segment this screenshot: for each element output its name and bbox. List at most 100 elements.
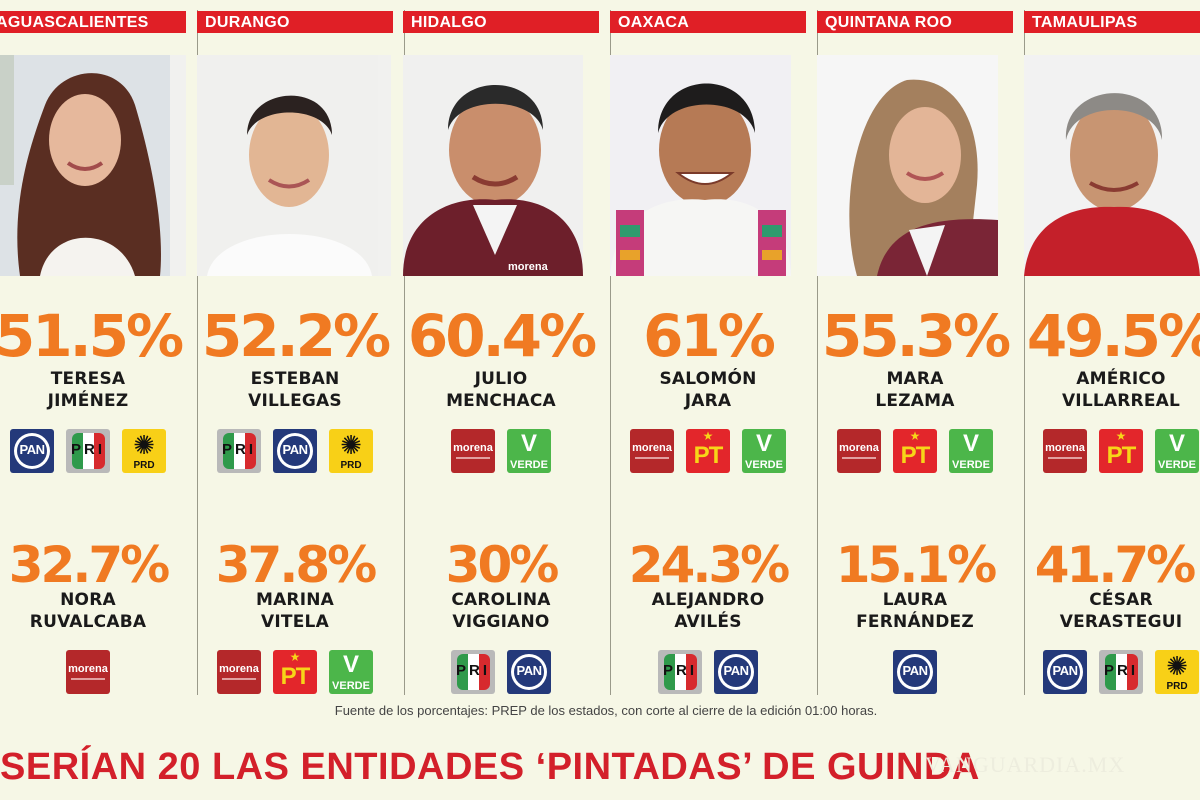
runner-up-party-logos: morena ★ PT V VERDE xyxy=(197,650,393,694)
winner-first-name: SALOMÓN xyxy=(659,369,757,389)
runner-up-percentage: 41.7% xyxy=(1034,536,1196,594)
runner-up-percentage: 32.7% xyxy=(8,536,170,594)
pan-logo-icon: PAN xyxy=(507,650,551,694)
pt-logo-icon: ★ PT xyxy=(1099,429,1143,473)
runner-up-last-name: VITELA xyxy=(261,612,329,632)
runner-up-party-logos: morena xyxy=(0,650,186,694)
morena-logo-icon: morena xyxy=(451,429,495,473)
prd-logo-icon: ✺ PRD xyxy=(329,429,373,473)
winner-first-name: ESTEBAN xyxy=(250,369,340,389)
pri-logo-icon: PRI xyxy=(217,429,261,473)
runner-up-percentage: 30% xyxy=(445,536,560,594)
verde-logo-icon: V VERDE xyxy=(742,429,786,473)
winner-percentage: 49.5% xyxy=(1026,302,1200,370)
state-label: HIDALGO xyxy=(403,11,599,33)
state-column-durango: DURANGO 52.2% ESTEBAN VILLEGAS PRI PAN ✺… xyxy=(197,0,405,695)
results-grid: AGUASCALIENTES 51.5% TERESA JIMÉNEZ PAN … xyxy=(0,0,1200,695)
watermark: VANGUARDIA.MX xyxy=(925,752,1126,777)
pt-logo-icon: ★ PT xyxy=(893,429,937,473)
prd-logo-icon: ✺ PRD xyxy=(122,429,166,473)
winner-party-logos: morena ★ PT V VERDE xyxy=(817,429,1013,473)
state-column-oaxaca: OAXACA 61% SALOMÓN JARA morena ★ PT xyxy=(610,0,818,695)
morena-logo-icon: morena xyxy=(217,650,261,694)
runner-up-last-name: VERASTEGUI xyxy=(1059,612,1183,632)
svg-text:morena: morena xyxy=(508,261,549,273)
pri-logo-icon: PRI xyxy=(451,650,495,694)
morena-logo-icon: morena xyxy=(66,650,110,694)
pri-logo-icon: PRI xyxy=(1099,650,1143,694)
winner-percentage: 55.3% xyxy=(821,302,1011,370)
runner-up-name: CAROLINA VIGGIANO xyxy=(403,589,599,633)
pan-logo-icon: PAN xyxy=(714,650,758,694)
morena-logo-icon: morena xyxy=(1043,429,1087,473)
pt-logo-icon: ★ PT xyxy=(273,650,317,694)
column-divider xyxy=(817,10,818,695)
runner-up-first-name: CAROLINA xyxy=(451,590,551,610)
runner-up-party-logos: PAN xyxy=(817,650,1013,694)
runner-up-first-name: NORA xyxy=(60,590,116,610)
pan-logo-icon: PAN xyxy=(273,429,317,473)
runner-up-name: MARINA VITELA xyxy=(197,589,393,633)
winner-percentage: 52.2% xyxy=(201,302,391,370)
winner-name: ESTEBAN VILLEGAS xyxy=(197,368,393,412)
prd-logo-icon: ✺ PRD xyxy=(1155,650,1199,694)
winner-name: TERESA JIMÉNEZ xyxy=(0,368,186,412)
verde-logo-icon: V VERDE xyxy=(1155,429,1199,473)
winner-name: SALOMÓN JARA xyxy=(610,368,806,412)
pan-logo-icon: PAN xyxy=(893,650,937,694)
state-column-quintana-roo: QUINTANA ROO 55.3% MARA LEZAMA morena ★ P… xyxy=(817,0,1025,695)
verde-logo-icon: V VERDE xyxy=(507,429,551,473)
column-divider xyxy=(1024,10,1025,695)
winner-party-logos: PRI PAN ✺ PRD xyxy=(197,429,393,473)
pri-logo-icon: PRI xyxy=(658,650,702,694)
morena-logo-icon: morena xyxy=(630,429,674,473)
winner-first-name: AMÉRICO xyxy=(1076,369,1166,389)
runner-up-name: ALEJANDRO AVILÉS xyxy=(610,589,806,633)
winner-last-name: JIMÉNEZ xyxy=(47,391,129,411)
runner-up-name: LAURA FERNÁNDEZ xyxy=(817,589,1013,633)
runner-up-last-name: AVILÉS xyxy=(674,612,742,632)
runner-up-party-logos: PRI PAN xyxy=(610,650,806,694)
state-column-hidalgo: HIDALGO morena 60.4% JULIO MENCHACA more… xyxy=(403,0,611,695)
candidate-photo xyxy=(0,55,186,276)
state-label: QUINTANA ROO xyxy=(817,11,1013,33)
runner-up-last-name: RUVALCABA xyxy=(29,612,147,632)
winner-party-logos: morena ★ PT V VERDE xyxy=(610,429,806,473)
state-label: DURANGO xyxy=(197,11,393,33)
pri-logo-icon: PRI xyxy=(66,429,110,473)
verde-logo-icon: V VERDE xyxy=(329,650,373,694)
runner-up-percentage: 24.3% xyxy=(628,536,790,594)
winner-percentage: 60.4% xyxy=(407,302,597,370)
runner-up-percentage: 37.8% xyxy=(215,536,377,594)
morena-logo-icon: morena xyxy=(837,429,881,473)
runner-up-first-name: ALEJANDRO xyxy=(651,590,765,610)
pan-logo-icon: PAN xyxy=(1043,650,1087,694)
state-label: AGUASCALIENTES xyxy=(0,11,186,33)
pan-logo-icon: PAN xyxy=(10,429,54,473)
winner-last-name: LEZAMA xyxy=(875,391,955,411)
winner-first-name: JULIO xyxy=(474,369,528,389)
state-column-aguascalientes: AGUASCALIENTES 51.5% TERESA JIMÉNEZ PAN … xyxy=(0,0,198,695)
runner-up-name: NORA RUVALCABA xyxy=(0,589,186,633)
runner-up-party-logos: PAN PRI ✺ PRD xyxy=(1024,650,1200,694)
source-note: Fuente de los porcentajes: PREP de los e… xyxy=(334,703,878,718)
state-label: TAMAULIPAS xyxy=(1024,11,1200,33)
winner-last-name: VILLARREAL xyxy=(1061,391,1181,411)
runner-up-party-logos: PRI PAN xyxy=(403,650,599,694)
candidate-photo: morena xyxy=(403,55,583,276)
winner-percentage: 61% xyxy=(643,302,776,370)
winner-name: JULIO MENCHACA xyxy=(403,368,599,412)
runner-up-first-name: LAURA xyxy=(882,590,948,610)
candidate-photo xyxy=(197,55,391,276)
runner-up-first-name: CÉSAR xyxy=(1089,590,1153,610)
candidate-photo xyxy=(610,55,791,276)
runner-up-name: CÉSAR VERASTEGUI xyxy=(1024,589,1200,633)
verde-logo-icon: V VERDE xyxy=(949,429,993,473)
column-divider xyxy=(610,10,611,695)
winner-name: AMÉRICO VILLARREAL xyxy=(1024,368,1200,412)
runner-up-first-name: MARINA xyxy=(255,590,335,610)
candidate-photo xyxy=(1024,55,1200,276)
state-column-tamaulipas: TAMAULIPAS 49.5% AMÉRICO VILLARREAL more… xyxy=(1024,0,1200,695)
column-divider xyxy=(404,10,405,695)
winner-last-name: JARA xyxy=(684,391,732,411)
